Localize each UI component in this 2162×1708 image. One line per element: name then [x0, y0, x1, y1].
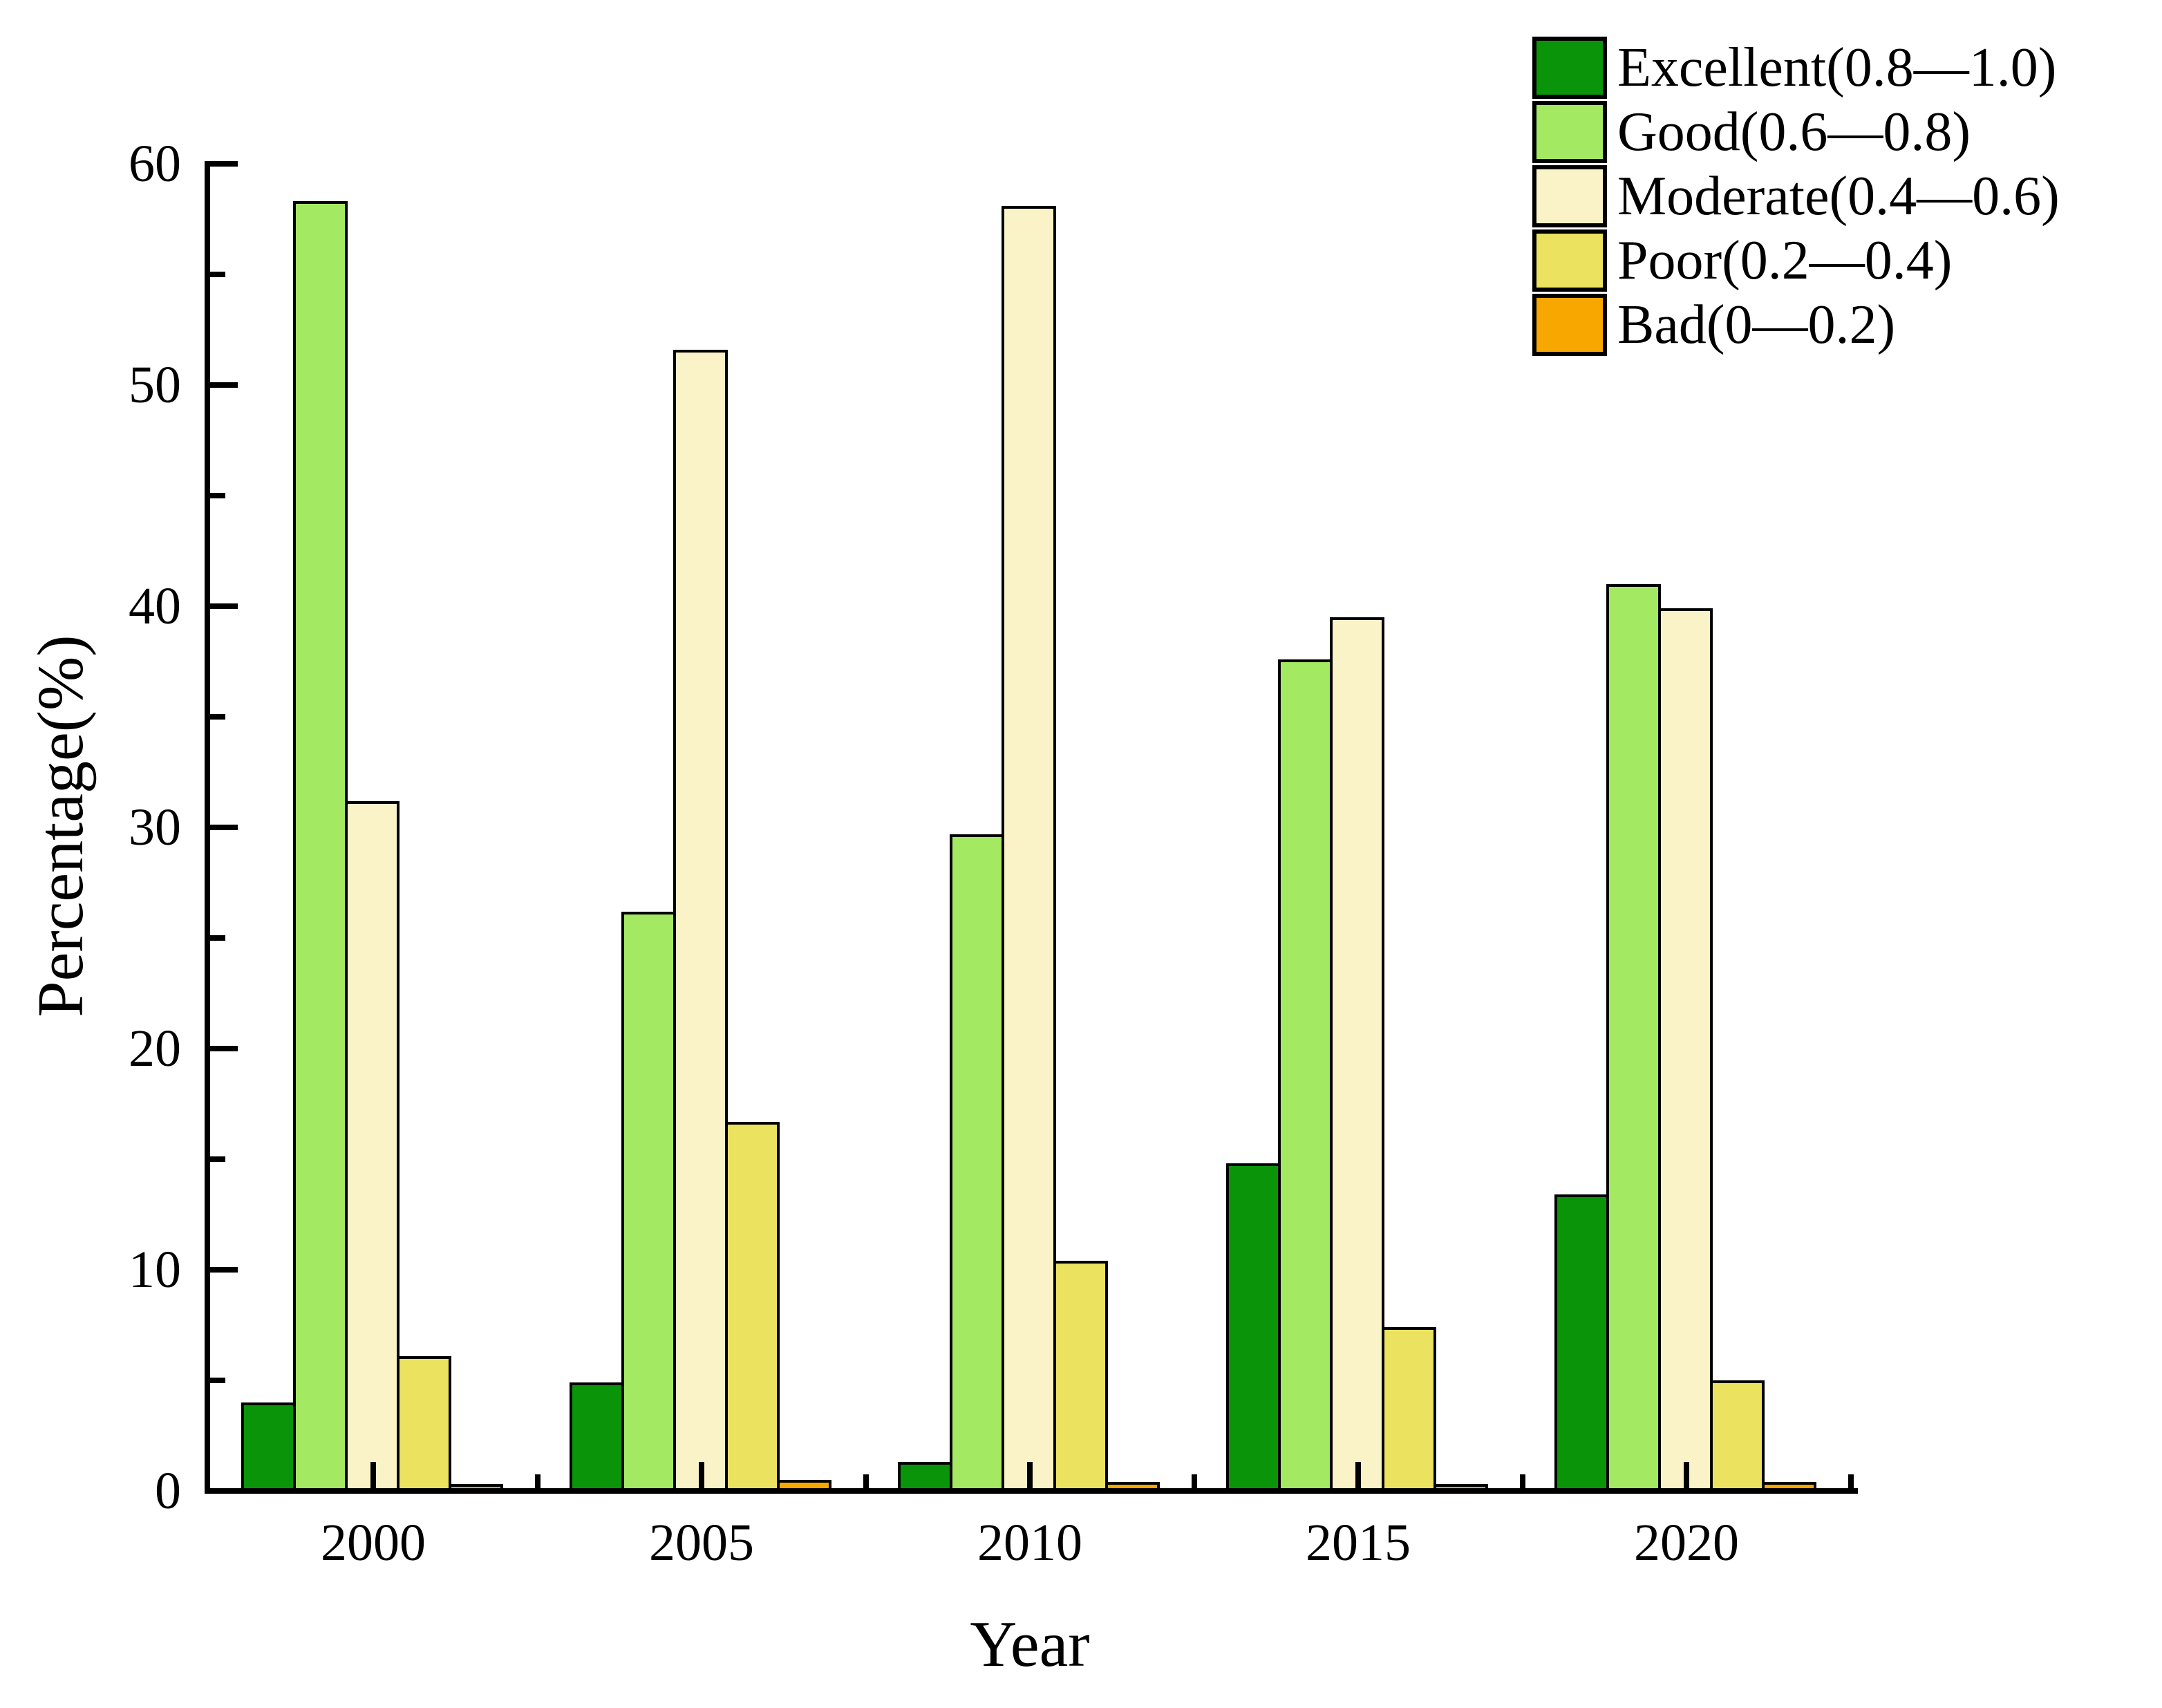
bar-good-2000	[292, 201, 348, 1491]
y-axis-line	[205, 161, 210, 1494]
bar-good-2005	[621, 912, 676, 1491]
legend-swatch-moderate	[1532, 165, 1607, 227]
legend-swatch-good	[1532, 101, 1607, 163]
legend-swatch-excellent	[1532, 37, 1607, 99]
bar-excellent-2005	[569, 1382, 624, 1491]
x-minor-tick	[1191, 1474, 1197, 1488]
y-major-tick	[210, 161, 238, 167]
y-tick-label: 0	[155, 1462, 181, 1520]
legend-label-good: Good(0.6—0.8)	[1617, 102, 1971, 162]
legend-label-moderate: Moderate(0.4—0.6)	[1617, 166, 2060, 227]
bar-moderate-2015	[1329, 617, 1384, 1491]
y-minor-tick	[210, 493, 225, 498]
x-minor-tick	[534, 1474, 540, 1488]
x-tick-label: 2015	[1306, 1514, 1411, 1572]
x-tick-label: 2000	[321, 1514, 426, 1572]
y-major-tick	[210, 825, 238, 830]
y-tick-label: 40	[129, 577, 181, 635]
bar-excellent-2015	[1225, 1163, 1281, 1491]
y-tick-label: 60	[129, 135, 181, 193]
bar-good-2010	[949, 834, 1004, 1491]
y-major-tick	[210, 1046, 238, 1051]
bar-poor-2015	[1381, 1327, 1436, 1491]
bar-poor-2000	[396, 1356, 451, 1491]
x-tick-label: 2020	[1634, 1514, 1739, 1572]
bar-moderate-2010	[1001, 206, 1056, 1491]
bar-poor-2005	[724, 1122, 780, 1491]
legend-label-poor: Poor(0.2—0.4)	[1617, 230, 1953, 291]
bar-poor-2010	[1053, 1261, 1108, 1491]
x-major-tick	[699, 1462, 704, 1488]
y-tick-label: 30	[129, 798, 181, 856]
y-tick-label: 10	[129, 1241, 181, 1299]
legend-label-bad: Bad(0—0.2)	[1617, 294, 1896, 355]
bar-moderate-2000	[344, 801, 400, 1491]
x-axis-title: Year	[970, 1608, 1090, 1680]
legend-swatch-poor	[1532, 229, 1607, 292]
y-tick-label: 50	[129, 356, 181, 414]
x-tick-label: 2010	[977, 1514, 1082, 1572]
bar-poor-2020	[1709, 1380, 1765, 1491]
bar-excellent-2000	[241, 1402, 296, 1491]
bar-moderate-2005	[673, 350, 728, 1491]
x-axis-line	[205, 1488, 1858, 1494]
bar-moderate-2020	[1657, 608, 1713, 1491]
bar-good-2015	[1277, 659, 1333, 1491]
legend-swatch-bad	[1532, 294, 1607, 356]
x-major-tick	[1027, 1462, 1033, 1488]
x-minor-tick	[1519, 1474, 1525, 1488]
x-minor-tick	[863, 1474, 869, 1488]
x-tick-label: 2005	[649, 1514, 754, 1572]
x-major-tick	[1684, 1462, 1689, 1488]
x-major-tick	[1355, 1462, 1361, 1488]
legend-label-excellent: Excellent(0.8—1.0)	[1617, 37, 2057, 98]
y-minor-tick	[210, 935, 225, 941]
x-minor-tick	[1848, 1474, 1854, 1488]
x-major-tick	[370, 1462, 376, 1488]
bar-excellent-2010	[897, 1462, 952, 1491]
bar-good-2020	[1606, 584, 1661, 1491]
y-minor-tick	[210, 714, 225, 720]
y-tick-label: 20	[129, 1020, 181, 1078]
y-minor-tick	[210, 272, 225, 277]
bar-excellent-2020	[1554, 1194, 1609, 1491]
y-minor-tick	[210, 1378, 225, 1383]
y-minor-tick	[210, 1156, 225, 1162]
y-major-tick	[210, 382, 238, 388]
y-major-tick	[210, 1267, 238, 1273]
y-major-tick	[210, 603, 238, 609]
